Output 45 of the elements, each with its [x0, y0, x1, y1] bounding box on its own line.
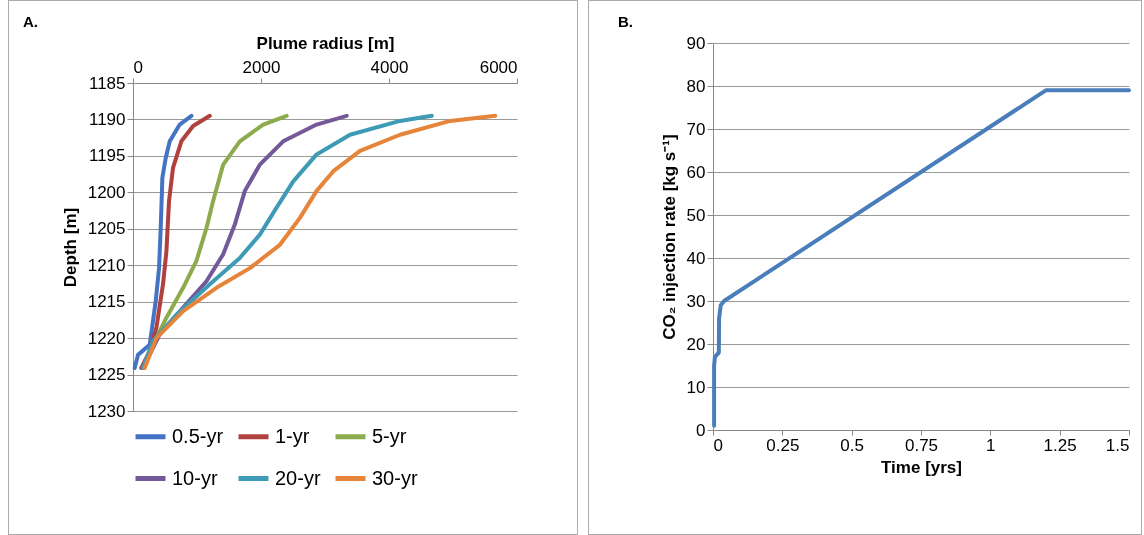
y-tick-label: 1220 — [87, 328, 126, 348]
x-tick-label: 0.75 — [904, 435, 939, 455]
x-axis-title: Plume radius [m] — [256, 33, 395, 53]
y-tick-label: 20 — [686, 334, 706, 354]
y-tick-label: 1205 — [87, 219, 126, 239]
x-tick-label: 6000 — [479, 57, 518, 77]
x-tick-label: 0 — [713, 435, 723, 455]
y-axis-title: Depth [m] — [60, 207, 80, 288]
legend-label: 20-yr — [275, 466, 321, 489]
line-series — [142, 113, 498, 370]
x-axis-title: Time [yrs] — [881, 457, 962, 477]
y-tick-label: 1210 — [87, 255, 126, 275]
y-tick-label: 0 — [696, 420, 706, 440]
y-tick-label: 60 — [686, 162, 706, 182]
x-tick-label: 1.5 — [1105, 435, 1130, 455]
x-tick-label: 0.25 — [766, 435, 800, 455]
y-axis-title: CO₂ injection rate [kg s⁻¹] — [659, 134, 679, 340]
y-tick-label: 70 — [686, 119, 706, 139]
y-tick-label: 30 — [686, 291, 706, 311]
y-tick-label: 50 — [686, 205, 706, 225]
y-tick-label: 1200 — [87, 182, 126, 202]
x-tick-label: 0 — [133, 57, 143, 77]
legend-label: 1-yr — [275, 424, 310, 447]
y-tick-label: 90 — [686, 33, 706, 53]
x-tick-label: 0.5 — [840, 435, 864, 455]
legend-label: 30-yr — [372, 466, 418, 489]
y-tick-label: 1190 — [88, 109, 126, 129]
y-tick-label: 1195 — [88, 146, 126, 166]
legend-label: 5-yr — [372, 424, 407, 447]
legend-label: 10-yr — [172, 466, 218, 489]
x-tick-label: 1.25 — [1043, 435, 1077, 455]
x-tick-label: 1 — [986, 435, 996, 455]
y-tick-label: 1230 — [87, 401, 126, 421]
y-tick-label: 1215 — [87, 292, 126, 312]
x-tick-label: 2000 — [242, 57, 281, 77]
y-tick-label: 1185 — [88, 73, 126, 93]
chart-title: B. — [618, 13, 633, 30]
y-tick-label: 80 — [686, 76, 706, 96]
y-tick-label: 40 — [686, 248, 706, 268]
x-tick-label: 4000 — [370, 57, 409, 77]
chart-title: A. — [23, 13, 38, 30]
legend-label: 0.5-yr — [172, 424, 224, 447]
y-tick-label: 10 — [686, 377, 706, 397]
y-tick-label: 1225 — [87, 365, 126, 385]
line-series — [132, 113, 194, 370]
